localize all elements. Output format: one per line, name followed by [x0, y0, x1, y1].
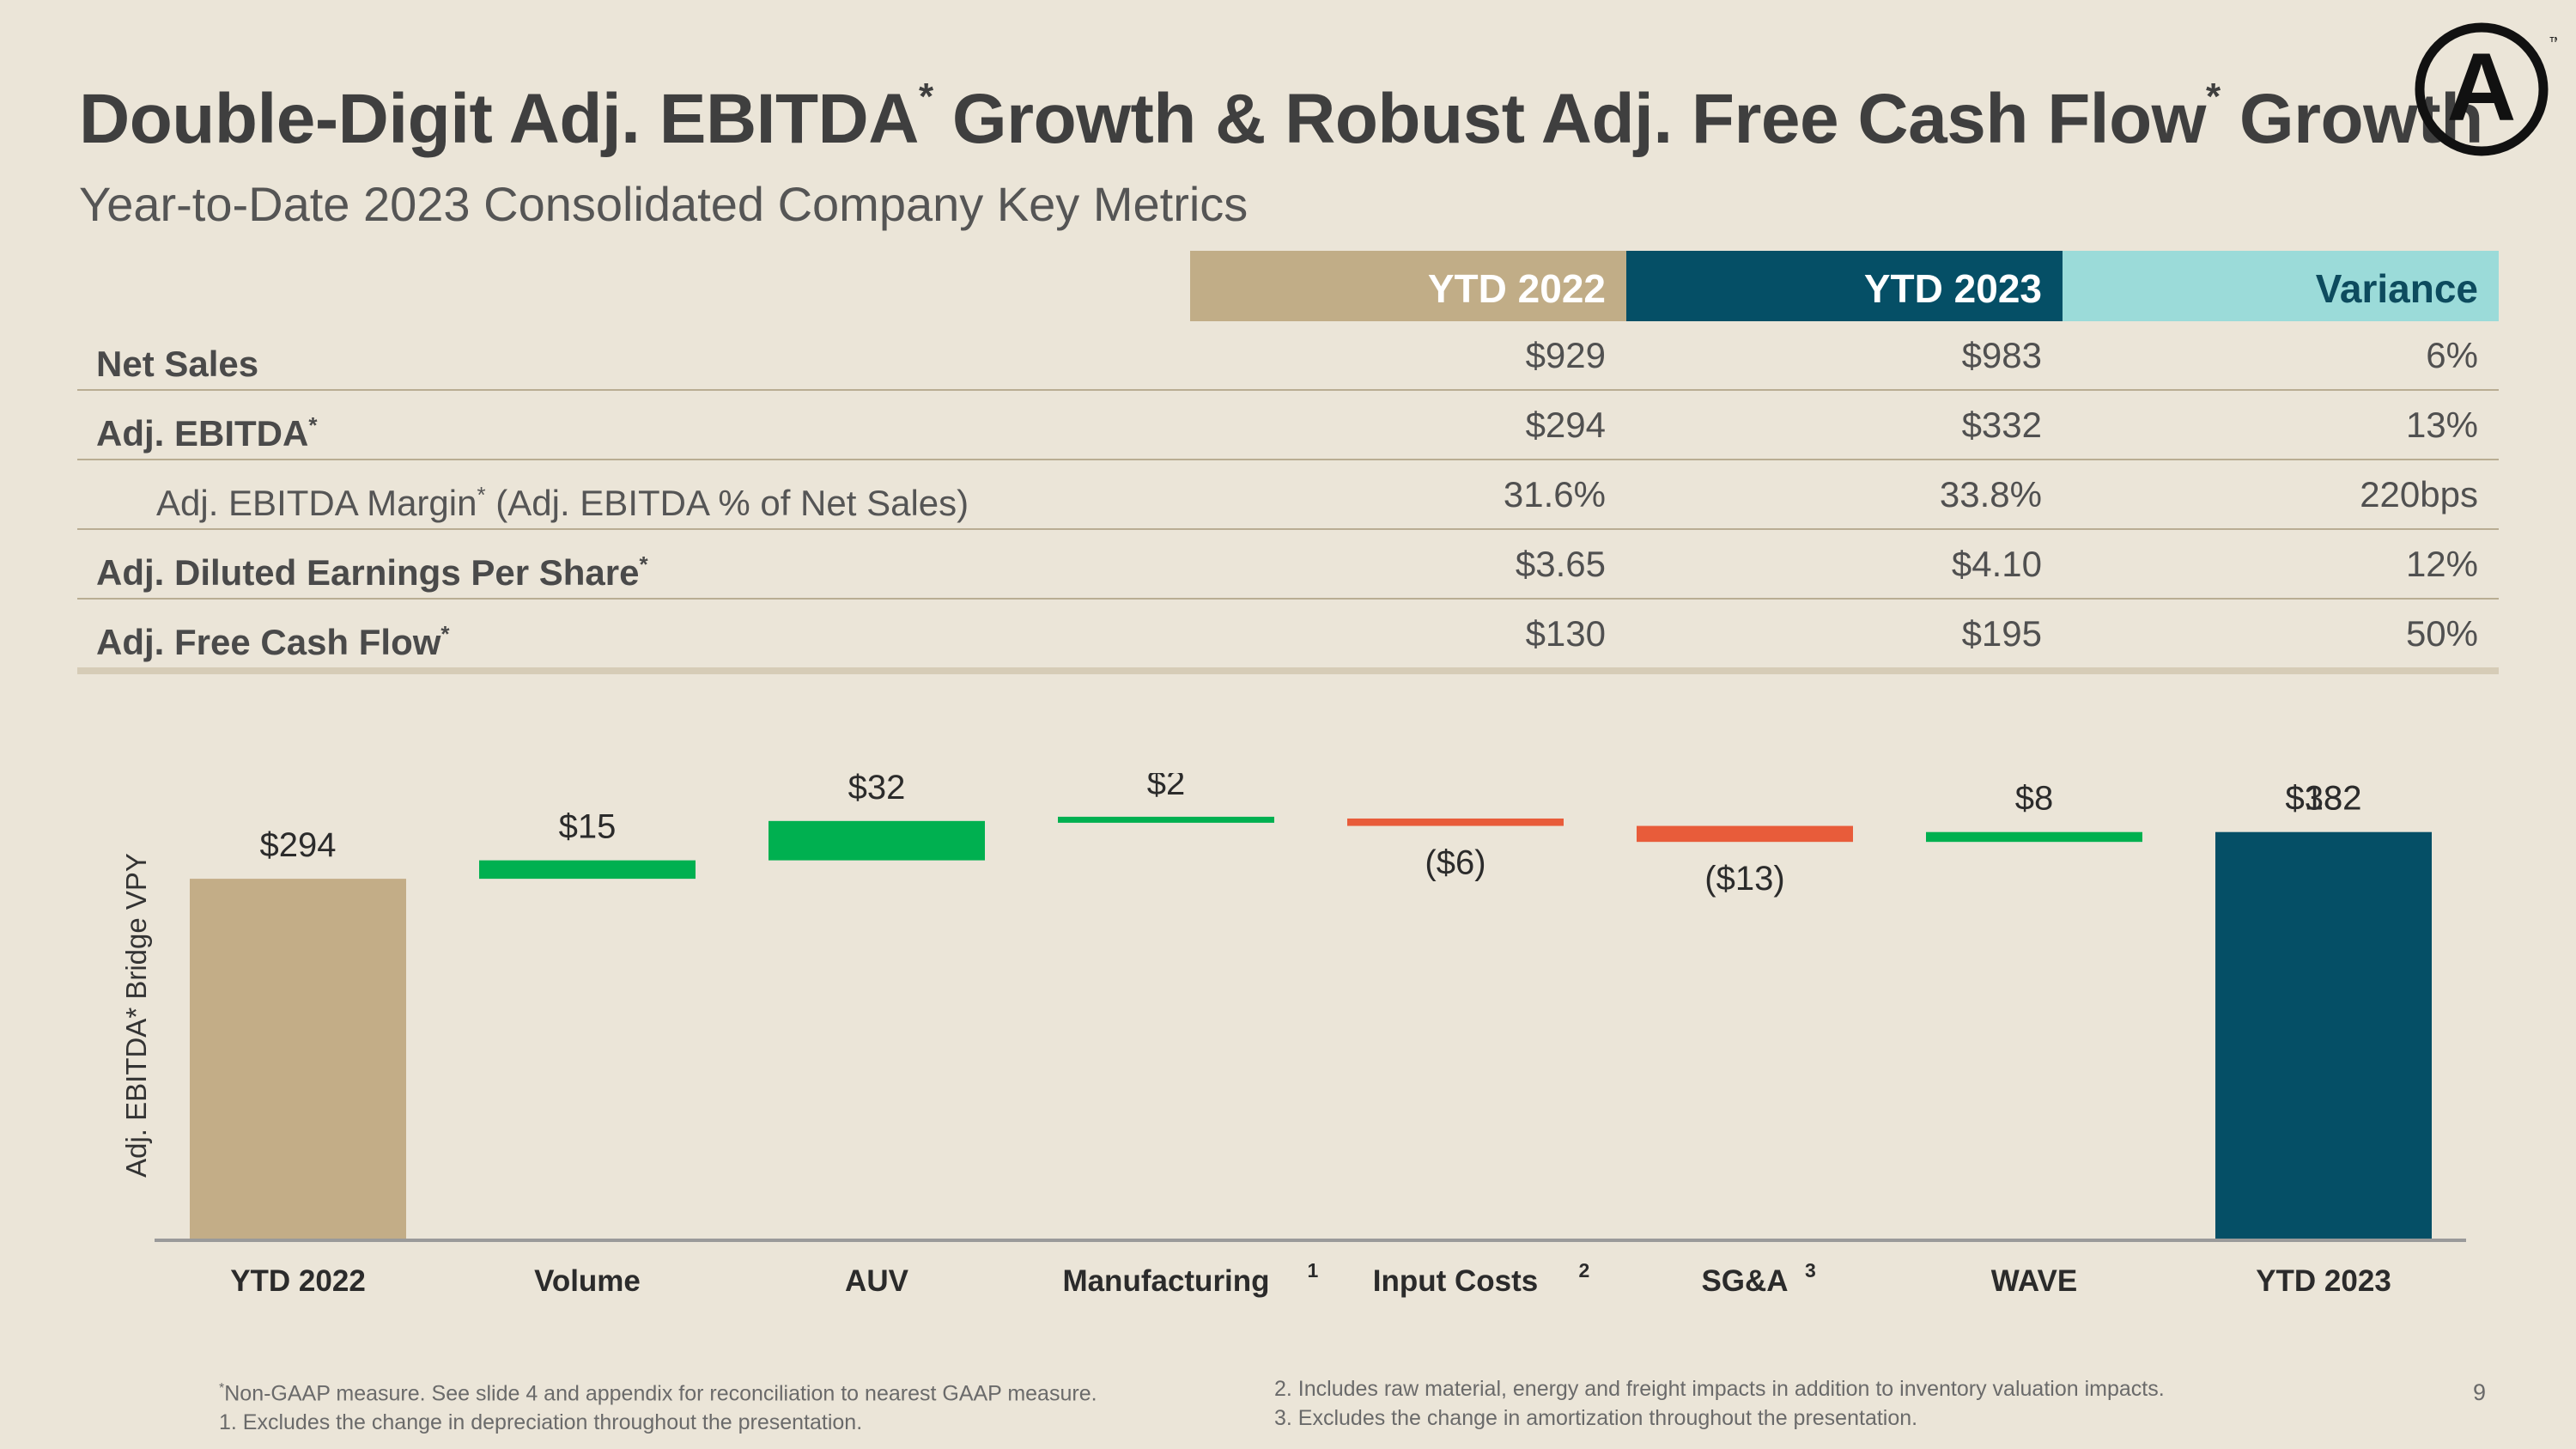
letter-a-circle-icon: A ™ — [2415, 22, 2557, 156]
header-ytd-2023: YTD 2023 — [1626, 251, 2063, 321]
value-label: $2 — [1147, 773, 1186, 802]
value-label: $8 — [2015, 780, 2054, 818]
bar-auv — [769, 820, 985, 861]
key-metrics-table: YTD 2022 YTD 2023 Variance Net Sales $929… — [77, 251, 2499, 674]
metric-value: 33.8% — [1939, 474, 2042, 514]
metric-label: Adj. EBITDA Margin* (Adj. EBITDA % of Ne… — [156, 460, 969, 538]
page-title: Double-Digit Adj. EBITDA* Growth & Robus… — [79, 76, 2483, 160]
value-label: $294 — [260, 826, 337, 864]
category-footnote-marker: 1 — [1308, 1259, 1319, 1282]
metric-label-text: Adj. Free Cash Flow — [96, 622, 441, 662]
bar-input-costs — [1347, 818, 1564, 826]
logo-trademark: ™ — [2549, 35, 2557, 50]
bar-sg-a — [1637, 825, 1853, 843]
category-footnote-marker: 2 — [1579, 1259, 1590, 1282]
metric-value: $195 — [1961, 613, 2042, 654]
value-label: ($6) — [1425, 844, 1485, 882]
category-label: YTD 2022 — [230, 1264, 366, 1298]
bar-manufacturing — [1058, 816, 1274, 823]
bar-wave — [1926, 831, 2142, 843]
footnote-non-gaap: *Non-GAAP measure. See slide 4 and appen… — [219, 1374, 1097, 1408]
metric-label: Adj. Free Cash Flow* — [96, 600, 450, 677]
footnote-non-gaap-text: Non-GAAP measure. See slide 4 and append… — [224, 1381, 1097, 1406]
metric-value: 12% — [2405, 544, 2478, 584]
metric-label-text: Adj. EBITDA — [96, 413, 309, 454]
metric-row: Adj. EBITDA* $294 $332 13% — [77, 391, 2499, 460]
header-variance: Variance — [2063, 251, 2499, 321]
metric-value: 50% — [2405, 613, 2478, 654]
ebitda-bridge-chart: $294 $15 $32 $2 ($6) ($13) $8 $332$182 YTD 2022… — [120, 773, 2466, 1298]
metric-value: 220bps — [2360, 474, 2478, 514]
metric-value: 6% — [2426, 335, 2478, 375]
metric-value: $130 — [1525, 613, 1606, 654]
bar-volume — [479, 860, 696, 880]
metric-asterisk: * — [440, 621, 450, 647]
value-label: $15 — [559, 808, 617, 846]
category-footnote-marker: 3 — [1805, 1259, 1816, 1282]
footnote-asterisk: * — [219, 1381, 225, 1396]
category-label: Manufacturing — [1062, 1264, 1269, 1298]
metric-value: $294 — [1525, 405, 1606, 445]
bar-ytd-2023 — [2215, 831, 2432, 1240]
y-axis-label: Adj. EBITDA* Bridge VPY — [120, 853, 152, 1178]
footnote-3: 3. Excludes the change in amortization t… — [1274, 1406, 1918, 1430]
category-label: YTD 2023 — [2256, 1264, 2391, 1298]
category-label: AUV — [845, 1264, 909, 1298]
title-part-1: Double-Digit Adj. EBITDA — [79, 80, 919, 158]
metric-label-suffix: (Adj. EBITDA % of Net Sales) — [485, 483, 969, 523]
category-label: SG&A — [1701, 1264, 1788, 1298]
category-label: WAVE — [1991, 1264, 2077, 1298]
metric-row: Adj. Free Cash Flow* $130 $195 50% — [77, 600, 2499, 674]
metric-asterisk: * — [477, 482, 486, 508]
metric-value: 31.6% — [1503, 474, 1606, 514]
metric-label: Adj. EBITDA* — [96, 391, 317, 468]
metrics-header-row: YTD 2022 YTD 2023 Variance — [77, 251, 2499, 321]
metric-value: $4.10 — [1951, 544, 2042, 584]
footnote-2: 2. Includes raw material, energy and fre… — [1274, 1377, 2165, 1401]
category-label: Volume — [534, 1264, 641, 1298]
metric-asterisk: * — [308, 412, 318, 438]
metric-label-text: Adj. Diluted Earnings Per Share — [96, 552, 640, 593]
footnote-1: 1. Excludes the change in depreciation t… — [219, 1410, 863, 1435]
footnote-left: *Non-GAAP measure. See slide 4 and appen… — [219, 1374, 1097, 1437]
title-part-2: Growth & Robust Adj. Free Cash Flow — [933, 80, 2207, 158]
metric-value: $983 — [1961, 335, 2042, 375]
page-number: 9 — [2473, 1379, 2487, 1405]
page-subtitle: Year-to-Date 2023 Consolidated Company K… — [79, 177, 1249, 231]
metric-label-text: Net Sales — [96, 344, 259, 384]
metric-value: $3.65 — [1515, 544, 1606, 584]
metric-value: $332 — [1961, 405, 2042, 445]
metric-value: 13% — [2405, 405, 2478, 445]
metric-row: Adj. Diluted Earnings Per Share* $3.65 $4.… — [77, 530, 2499, 600]
metric-row: Adj. EBITDA Margin* (Adj. EBITDA % of Ne… — [77, 460, 2499, 530]
overlap-value-label: $182 — [2286, 780, 2362, 818]
value-label: ($13) — [1704, 860, 1784, 898]
title-asterisk-2: * — [2205, 76, 2221, 118]
value-label: $332 — [2286, 780, 2362, 818]
logo-mark: A — [2447, 33, 2517, 141]
metric-value: $929 — [1525, 335, 1606, 375]
metric-label: Adj. Diluted Earnings Per Share* — [96, 530, 648, 607]
title-part-3: Growth — [2220, 80, 2483, 158]
footnote-right: 2. Includes raw material, energy and fre… — [1274, 1374, 2165, 1433]
title-asterisk-1: * — [918, 76, 933, 118]
metric-asterisk: * — [639, 551, 648, 577]
metric-row: Net Sales $929 $983 6% — [77, 321, 2499, 391]
metric-label-text: Adj. EBITDA Margin — [156, 483, 477, 523]
metric-label: Net Sales — [96, 321, 258, 399]
category-label: Input Costs — [1373, 1264, 1538, 1298]
bar-ytd-2022 — [190, 879, 406, 1240]
header-ytd-2022: YTD 2022 — [1190, 251, 1626, 321]
value-label: $32 — [848, 773, 906, 807]
